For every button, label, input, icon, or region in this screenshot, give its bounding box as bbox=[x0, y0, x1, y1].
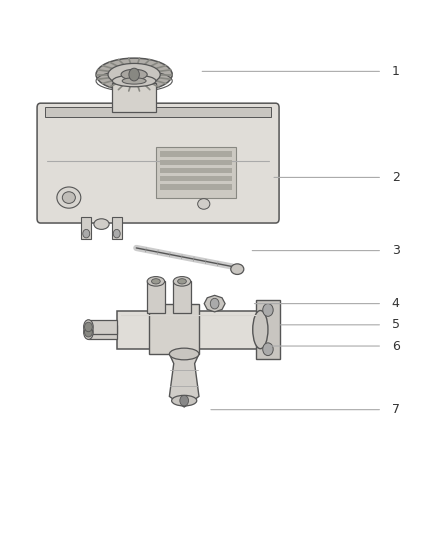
Ellipse shape bbox=[253, 311, 268, 349]
Bar bbox=[149, 304, 199, 354]
Ellipse shape bbox=[122, 78, 146, 84]
Ellipse shape bbox=[147, 277, 165, 286]
Ellipse shape bbox=[84, 325, 93, 340]
Ellipse shape bbox=[172, 395, 197, 406]
Polygon shape bbox=[170, 354, 199, 407]
Text: 2: 2 bbox=[392, 171, 399, 184]
Text: 7: 7 bbox=[392, 403, 400, 416]
Circle shape bbox=[85, 322, 92, 332]
Ellipse shape bbox=[173, 277, 191, 286]
Bar bbox=[160, 184, 232, 190]
Bar bbox=[156, 147, 237, 198]
Ellipse shape bbox=[178, 279, 186, 284]
Text: 3: 3 bbox=[392, 244, 399, 257]
Circle shape bbox=[83, 229, 90, 238]
Bar bbox=[173, 281, 191, 313]
Bar bbox=[88, 320, 117, 334]
Ellipse shape bbox=[57, 187, 81, 208]
Ellipse shape bbox=[94, 219, 109, 229]
Bar bbox=[147, 281, 165, 313]
Ellipse shape bbox=[84, 320, 93, 334]
FancyBboxPatch shape bbox=[37, 103, 279, 223]
Bar bbox=[160, 160, 232, 165]
Circle shape bbox=[263, 343, 273, 356]
Bar bbox=[117, 311, 260, 349]
Text: 4: 4 bbox=[392, 297, 399, 310]
Bar bbox=[160, 168, 232, 173]
Bar bbox=[112, 216, 122, 239]
Ellipse shape bbox=[170, 348, 199, 360]
Circle shape bbox=[85, 327, 92, 337]
Bar bbox=[160, 176, 232, 181]
Circle shape bbox=[180, 395, 188, 406]
Ellipse shape bbox=[198, 199, 210, 209]
Bar bbox=[160, 151, 232, 157]
Ellipse shape bbox=[62, 192, 75, 204]
Text: 1: 1 bbox=[392, 65, 399, 78]
Circle shape bbox=[129, 68, 139, 81]
Text: 5: 5 bbox=[392, 318, 400, 332]
Ellipse shape bbox=[152, 279, 160, 284]
Bar bbox=[81, 216, 92, 239]
Text: 6: 6 bbox=[392, 340, 399, 352]
Ellipse shape bbox=[96, 58, 172, 91]
Bar bbox=[88, 325, 117, 340]
Circle shape bbox=[263, 304, 273, 317]
Ellipse shape bbox=[121, 69, 147, 80]
Bar bbox=[45, 108, 271, 117]
Circle shape bbox=[210, 298, 219, 309]
Polygon shape bbox=[204, 295, 225, 312]
Circle shape bbox=[113, 229, 120, 238]
Ellipse shape bbox=[231, 264, 244, 274]
Ellipse shape bbox=[108, 63, 160, 86]
Bar bbox=[256, 301, 280, 359]
Ellipse shape bbox=[113, 75, 156, 87]
Bar bbox=[113, 83, 156, 112]
